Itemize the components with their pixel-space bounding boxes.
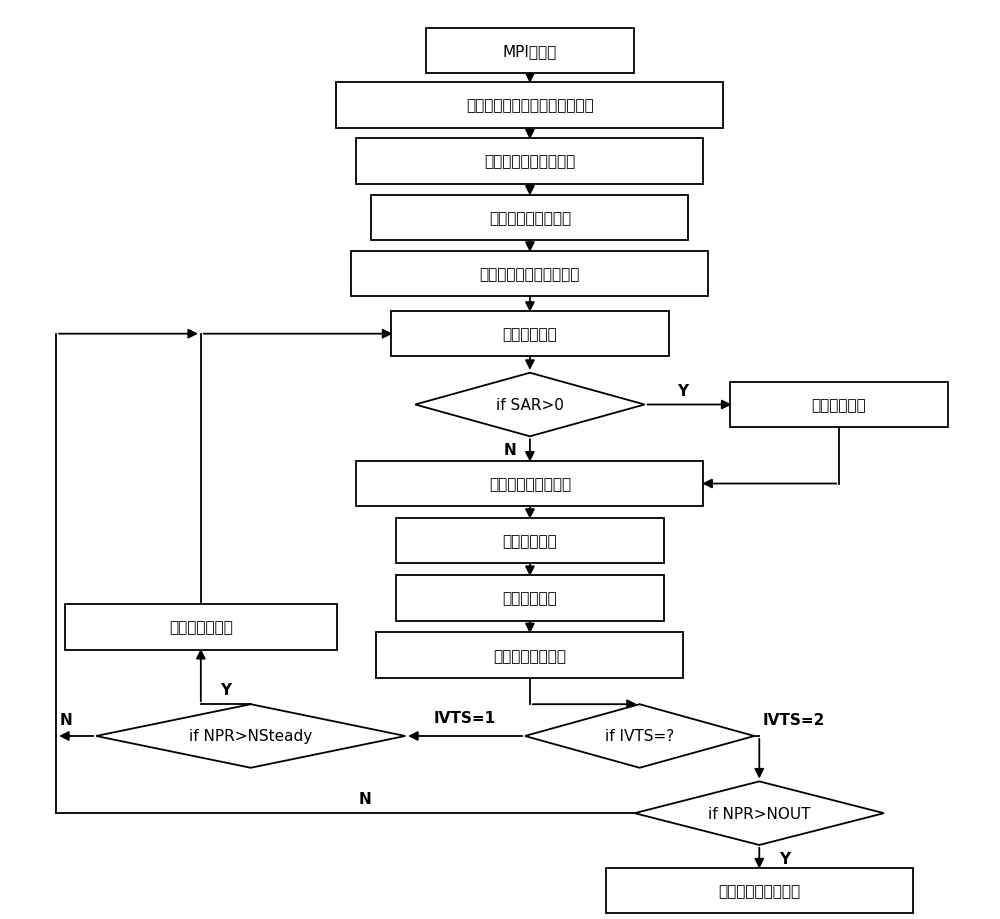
FancyBboxPatch shape: [730, 382, 948, 427]
Polygon shape: [635, 781, 884, 845]
Polygon shape: [525, 705, 754, 768]
Text: 模拟粒子索引: 模拟粒子索引: [503, 534, 557, 549]
FancyBboxPatch shape: [351, 252, 708, 297]
Text: IVTS=1: IVTS=1: [434, 710, 496, 725]
Text: 重新初始化流场: 重新初始化流场: [169, 619, 233, 635]
Text: 计算网格信息和子网格: 计算网格信息和子网格: [484, 154, 576, 169]
Text: if IVTS=?: if IVTS=?: [605, 729, 674, 743]
Polygon shape: [415, 373, 645, 437]
Text: 读取网格，边界条件和控制参数: 读取网格，边界条件和控制参数: [466, 98, 594, 113]
FancyBboxPatch shape: [65, 605, 337, 650]
Text: N: N: [60, 712, 73, 727]
Polygon shape: [96, 705, 405, 768]
Text: Y: Y: [220, 683, 231, 698]
Text: Y: Y: [779, 851, 790, 866]
FancyBboxPatch shape: [356, 140, 703, 185]
FancyBboxPatch shape: [356, 461, 703, 506]
Text: 模拟粒子移动: 模拟粒子移动: [503, 327, 557, 342]
Text: if NPR>NSteady: if NPR>NSteady: [189, 729, 312, 743]
Text: N: N: [359, 791, 372, 806]
Text: IVTS=2: IVTS=2: [763, 712, 825, 727]
FancyBboxPatch shape: [371, 196, 688, 241]
FancyBboxPatch shape: [391, 312, 669, 357]
Text: if NPR>NOUT: if NPR>NOUT: [708, 806, 811, 821]
Text: if SAR>0: if SAR>0: [496, 398, 564, 413]
Text: 计算流场信息并输出: 计算流场信息并输出: [718, 883, 800, 898]
Text: MPI初始化: MPI初始化: [503, 44, 557, 59]
FancyBboxPatch shape: [336, 83, 723, 129]
Text: 计算节点间传递信息: 计算节点间传递信息: [489, 476, 571, 492]
Text: N: N: [504, 442, 516, 457]
Text: 模拟粒子信息采样: 模拟粒子信息采样: [493, 648, 566, 663]
Text: 模拟粒子碰撞: 模拟粒子碰撞: [503, 591, 557, 606]
FancyBboxPatch shape: [396, 575, 664, 621]
Text: 重新划分网格: 重新划分网格: [812, 398, 866, 413]
Text: 划分网格并散播信息: 划分网格并散播信息: [489, 210, 571, 226]
Text: 初始化流场以及来流边界: 初始化流场以及来流边界: [480, 267, 580, 282]
FancyBboxPatch shape: [396, 518, 664, 564]
FancyBboxPatch shape: [426, 28, 634, 74]
Text: Y: Y: [677, 384, 688, 399]
FancyBboxPatch shape: [606, 868, 913, 913]
FancyBboxPatch shape: [376, 633, 683, 678]
